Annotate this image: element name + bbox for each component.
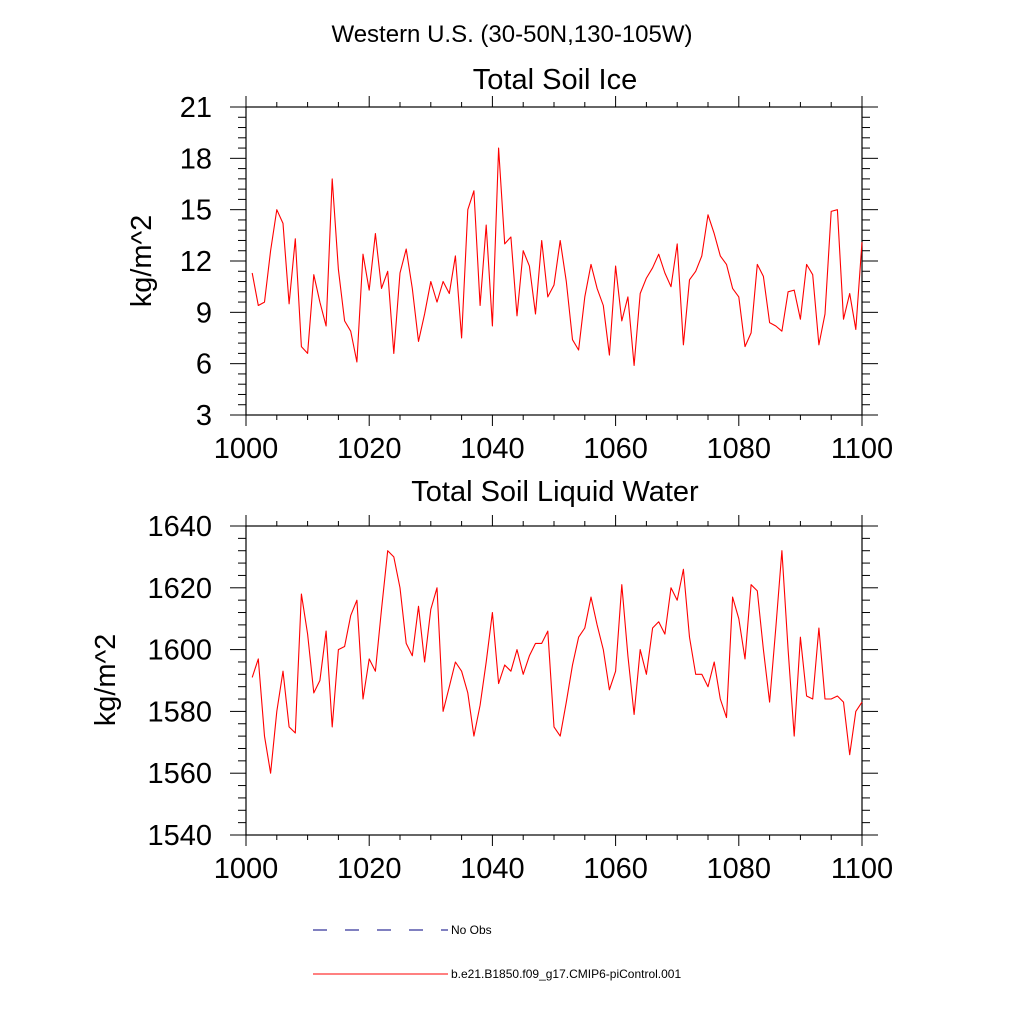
y-tick-label: 15 — [180, 195, 212, 227]
x-tick-label: 1080 — [707, 433, 772, 465]
y-tick-label: 21 — [180, 92, 212, 124]
legend: No Obs b.e21.B1850.f09_g17.CMIP6-piContr… — [313, 923, 681, 981]
y-axis-label: kg/m^2 — [126, 215, 158, 308]
series-line-soil-liquid-water — [251, 550, 863, 774]
x-tick-label: 1080 — [707, 853, 772, 885]
panel-title: Total Soil Ice — [473, 64, 637, 96]
y-tick-label: 6 — [196, 349, 212, 381]
legend-model-label: b.e21.B1850.f09_g17.CMIP6-piControl.001 — [451, 967, 681, 981]
x-tick-label: 1000 — [214, 433, 279, 465]
plot-frame — [245, 106, 863, 416]
x-tick-label: 1100 — [831, 853, 893, 885]
x-tick-label: 1040 — [460, 433, 525, 465]
legend-obs-label: No Obs — [451, 923, 492, 937]
y-tick-label: 1600 — [147, 635, 212, 667]
x-tick-label: 1020 — [337, 433, 402, 465]
y-tick-label: 3 — [196, 400, 212, 432]
x-tick-label: 1000 — [214, 853, 279, 885]
super-title: Western U.S. (30-50N,130-105W) — [331, 21, 692, 48]
y-tick-label: 1540 — [147, 820, 212, 852]
y-tick-label: 1580 — [147, 696, 212, 728]
x-tick-label: 1040 — [460, 853, 525, 885]
y-tick-label: 18 — [180, 143, 212, 175]
series-line-soil-ice — [251, 147, 863, 366]
y-tick-label: 12 — [180, 246, 212, 278]
tick-layer — [230, 96, 878, 426]
x-tick-label: 1100 — [831, 433, 893, 465]
tick-label-layer: 1000 1020 1040 1060 1080 1100 1540 1560 1580 1600… — [147, 511, 893, 885]
tick-layer — [230, 515, 878, 846]
y-axis-label: kg/m^2 — [90, 634, 122, 727]
panel-total-soil-liquid-water: Total Soil Liquid Water kg/m^2 1000 1020 1… — [90, 476, 893, 885]
y-tick-label: 1640 — [147, 511, 212, 543]
y-tick-label: 9 — [196, 297, 212, 329]
plot-frame — [245, 525, 863, 836]
y-tick-label: 1620 — [147, 573, 212, 605]
tick-label-layer: 1000 1020 1040 1060 1080 1100 3 6 9 12 15 18 21 — [180, 92, 893, 465]
x-tick-label: 1060 — [583, 853, 648, 885]
panel-total-soil-ice: Total Soil Ice kg/m^2 1000 1020 1040 1060 10… — [126, 64, 893, 465]
panel-title: Total Soil Liquid Water — [411, 476, 699, 508]
y-tick-label: 1560 — [147, 758, 212, 790]
x-tick-label: 1060 — [583, 433, 648, 465]
x-tick-label: 1020 — [337, 853, 402, 885]
